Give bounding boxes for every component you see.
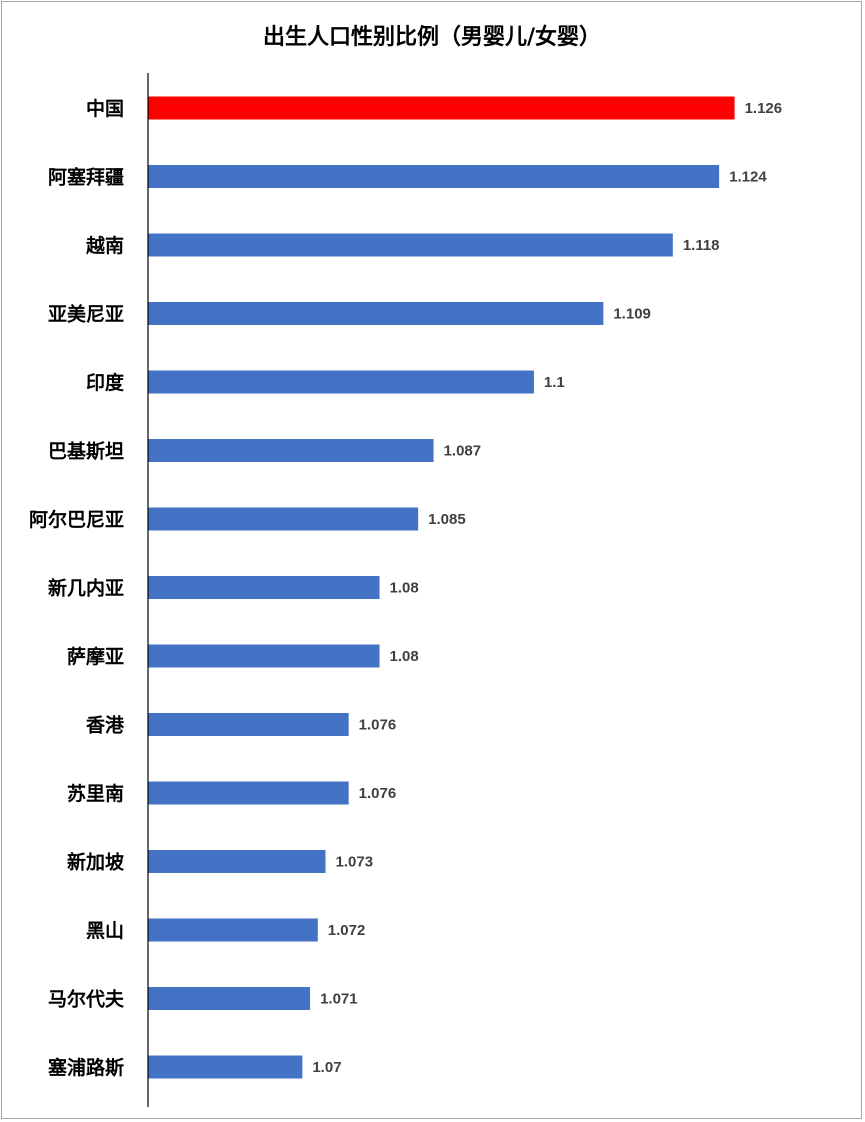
bar-2 <box>148 233 673 257</box>
bar-11 <box>148 850 326 873</box>
category-label: 阿塞拜疆 <box>48 166 124 189</box>
category-label: 中国 <box>86 97 124 120</box>
category-label: 印度 <box>86 371 125 394</box>
category-label: 新加坡 <box>67 851 125 874</box>
category-label: 巴基斯坦 <box>48 440 124 463</box>
bar-7 <box>148 576 380 599</box>
bar-0 <box>148 96 735 120</box>
bar-5 <box>148 439 434 462</box>
category-label: 越南 <box>85 234 124 257</box>
value-label: 1.076 <box>359 785 397 802</box>
category-label: 阿尔巴尼亚 <box>29 508 124 531</box>
category-label: 萨摩亚 <box>67 645 124 668</box>
value-label: 1.109 <box>613 306 651 323</box>
value-label: 1.073 <box>336 854 374 871</box>
category-label: 苏里南 <box>67 782 124 805</box>
bar-14 <box>148 1055 303 1079</box>
value-label: 1.124 <box>729 169 767 186</box>
bar-13 <box>148 987 311 1010</box>
category-label: 塞浦路斯 <box>48 1056 124 1079</box>
bar-4 <box>148 370 534 394</box>
value-label: 1.08 <box>390 648 419 665</box>
bar-12 <box>148 918 318 942</box>
category-label: 马尔代夫 <box>48 988 125 1011</box>
bar-9 <box>148 713 349 736</box>
value-label: 1.126 <box>745 100 783 117</box>
category-label: 香港 <box>85 715 125 737</box>
value-label: 1.08 <box>390 580 419 597</box>
value-label: 1.085 <box>428 511 466 528</box>
category-label: 新几内亚 <box>48 577 124 600</box>
category-label: 黑山 <box>86 920 124 942</box>
value-label: 1.07 <box>312 1059 341 1076</box>
chart-title: 出生人口性别比例（男婴儿/女婴） <box>263 24 601 50</box>
bar-8 <box>148 644 380 668</box>
bar-6 <box>148 507 419 531</box>
bar-3 <box>148 302 604 325</box>
bar-10 <box>148 781 349 805</box>
bars-group: 中国 1.126 阿塞拜疆 1.124 越南 1.118 亚美尼亚 1.109 印度 1.1 巴基斯… <box>29 96 783 1079</box>
value-label: 1.076 <box>359 717 397 734</box>
value-label: 1.1 <box>544 374 565 391</box>
value-label: 1.071 <box>320 991 358 1008</box>
category-label: 亚美尼亚 <box>48 303 124 326</box>
value-label: 1.072 <box>328 922 366 939</box>
value-label: 1.087 <box>444 443 482 460</box>
bar-1 <box>148 165 720 188</box>
value-label: 1.118 <box>683 237 720 254</box>
